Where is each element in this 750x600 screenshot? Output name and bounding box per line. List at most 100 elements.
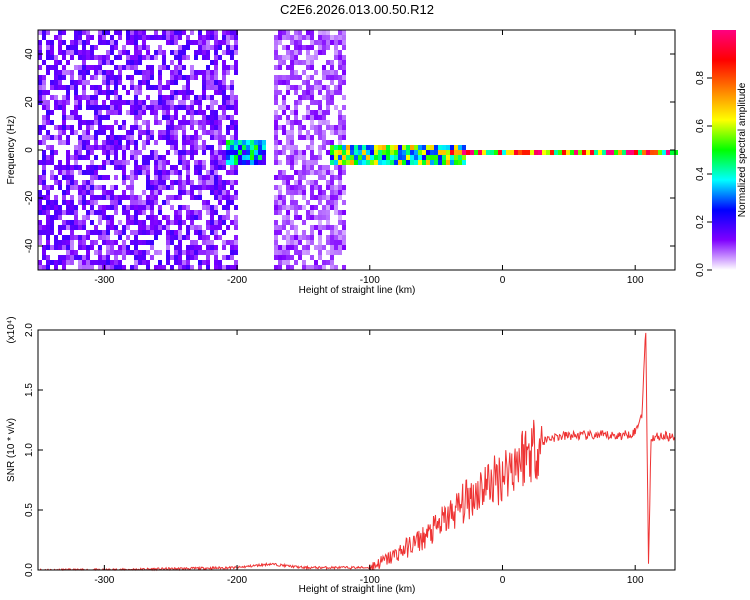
heatmap-cell [102, 75, 106, 80]
heatmap-cell [326, 225, 330, 230]
heatmap-cell [102, 165, 106, 170]
heatmap-cell [206, 250, 210, 255]
heatmap-cell [334, 130, 338, 135]
heatmap-cell [330, 140, 334, 145]
heatmap-cell [226, 255, 230, 260]
heatmap-cell [106, 240, 110, 245]
heatmap-cell [138, 220, 142, 225]
heatmap-cell [222, 160, 226, 165]
heatmap-cell [62, 65, 66, 70]
heatmap-cell [70, 125, 74, 130]
heatmap-cell [306, 265, 310, 270]
heatmap-cell [62, 95, 66, 100]
heatmap-cell [178, 190, 182, 195]
heatmap-cell [290, 165, 294, 170]
heatmap-cell [198, 100, 202, 105]
heatmap-cell [126, 160, 130, 165]
heatmap-cell [158, 65, 162, 70]
heatmap-cell [126, 215, 130, 220]
heatmap-cell [102, 115, 106, 120]
heatmap-cell [210, 130, 214, 135]
heatmap-cell [62, 120, 66, 125]
heatmap-cell [338, 60, 342, 65]
heatmap-cell [74, 215, 78, 220]
heatmap-cell [278, 140, 282, 145]
heatmap-cell [178, 215, 182, 220]
heatmap-cell [58, 135, 62, 140]
heatmap-cell [70, 155, 74, 160]
heatmap-cell [214, 100, 218, 105]
heatmap-cell [46, 210, 50, 215]
heatmap-cell [62, 140, 66, 145]
heatmap-cell [378, 155, 382, 160]
heatmap-cell [334, 45, 338, 50]
heatmap-cell [90, 220, 94, 225]
heatmap-cell [202, 185, 206, 190]
heatmap-cell [214, 130, 218, 135]
heatmap-cell [222, 195, 226, 200]
heatmap-cell [114, 185, 118, 190]
heatmap-cell [506, 150, 510, 155]
heatmap-cell [282, 150, 286, 155]
heatmap-cell [182, 105, 186, 110]
heatmap-cell [146, 185, 150, 190]
heatmap-cell [194, 55, 198, 60]
heatmap-cell [426, 145, 430, 150]
heatmap-cell [190, 90, 194, 95]
heatmap-cell [202, 80, 206, 85]
heatmap-cell [102, 100, 106, 105]
heatmap-cell [234, 195, 238, 200]
heatmap-cell [234, 160, 238, 165]
heatmap-cell [230, 195, 234, 200]
heatmap-cell [322, 45, 326, 50]
heatmap-cell [442, 160, 446, 165]
heatmap-cell [134, 65, 138, 70]
heatmap-cell [314, 125, 318, 130]
heatmap-cell [134, 105, 138, 110]
heatmap-cell [82, 130, 86, 135]
heatmap-cell [338, 180, 342, 185]
heatmap-cell [74, 45, 78, 50]
heatmap-cell [410, 145, 414, 150]
heatmap-cell [186, 190, 190, 195]
heatmap-cell [114, 65, 118, 70]
heatmap-cell [202, 200, 206, 205]
heatmap-cell [90, 105, 94, 110]
heatmap-cell [210, 30, 214, 35]
heatmap-cell [130, 265, 134, 270]
heatmap-cell [326, 85, 330, 90]
heatmap-cell [262, 160, 266, 165]
heatmap-cell [62, 40, 66, 45]
heatmap-cell [58, 240, 62, 245]
heatmap-cell [70, 40, 74, 45]
heatmap-cell [142, 230, 146, 235]
heatmap-cell [42, 105, 46, 110]
heatmap-cell [114, 80, 118, 85]
heatmap-cell [278, 205, 282, 210]
heatmap-cell [330, 65, 334, 70]
heatmap-cell [486, 150, 490, 155]
heatmap-cell [274, 150, 278, 155]
heatmap-cell [202, 75, 206, 80]
heatmap-cell [166, 200, 170, 205]
heatmap-cell [342, 200, 346, 205]
heatmap-cell [138, 170, 142, 175]
heatmap-cell [154, 165, 158, 170]
heatmap-cell [222, 50, 226, 55]
heatmap-cell [246, 155, 250, 160]
heatmap-cell [94, 210, 98, 215]
heatmap-cell [446, 155, 450, 160]
heatmap-cell [38, 160, 42, 165]
heatmap-cell [82, 80, 86, 85]
heatmap-cell [310, 170, 314, 175]
heatmap-cell [110, 70, 114, 75]
heatmap-cell [106, 160, 110, 165]
heatmap-cell [338, 240, 342, 245]
heatmap-cell [326, 35, 330, 40]
heatmap-cell [222, 75, 226, 80]
heatmap-cell [514, 150, 518, 155]
heatmap-cell [166, 80, 170, 85]
heatmap-cell [294, 115, 298, 120]
heatmap-cell [202, 230, 206, 235]
heatmap-cell [298, 85, 302, 90]
